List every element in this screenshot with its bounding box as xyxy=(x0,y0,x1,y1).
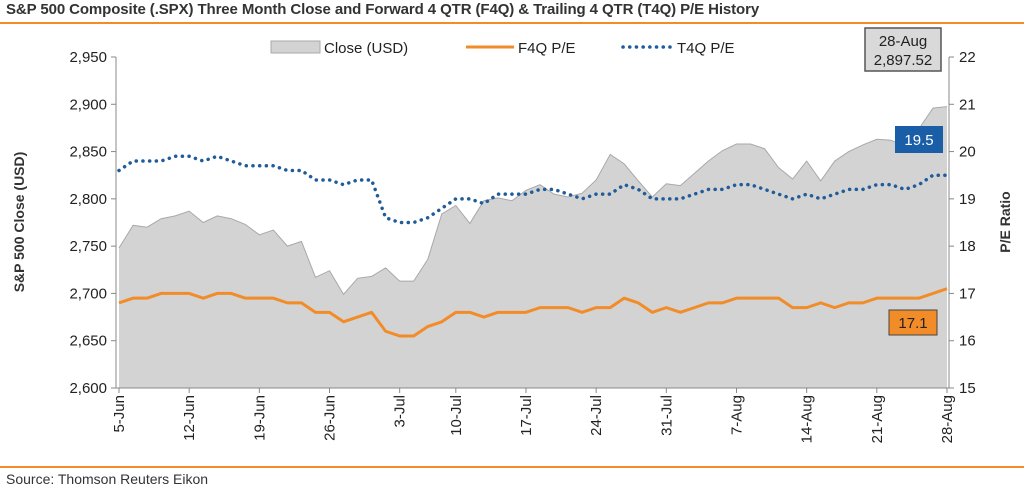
y-tick-label: 2,600 xyxy=(69,380,107,397)
legend-t4q-label: T4Q P/E xyxy=(677,40,735,57)
close-area xyxy=(119,106,947,388)
x-tick-label: 5-Jun xyxy=(111,395,128,433)
y-tick-label: 2,750 xyxy=(69,238,107,255)
f4q-callout-box xyxy=(888,309,938,336)
y2-axis-title: P/E Ratio xyxy=(997,191,1013,252)
x-tick-label: 12-Jun xyxy=(181,395,198,441)
axes-layer xyxy=(111,56,954,393)
y-tick-label: 2,800 xyxy=(69,191,107,208)
pe-lines-layer xyxy=(117,154,949,338)
y-tick-label: 2,850 xyxy=(69,144,107,161)
f4q-line xyxy=(118,287,948,338)
y2-tick-label: 15 xyxy=(959,380,976,397)
y2-tick-label: 20 xyxy=(959,144,976,161)
close-area-layer xyxy=(118,106,948,388)
last-close-date: 28-Aug xyxy=(879,33,927,50)
title-rule xyxy=(0,22,1024,24)
y2-tick-label: 19 xyxy=(959,191,976,208)
legend-f4q-label: F4Q P/E xyxy=(518,40,576,57)
ticks-layer: 2,600 2,650 2,700 2,750 2,800 2,850 2,900 2,950… xyxy=(69,49,975,443)
close-line xyxy=(118,106,948,296)
x-tick-label: 24-Jul xyxy=(588,395,605,436)
t4q-callout: 19.5 xyxy=(895,126,943,153)
y2-tick-label: 21 xyxy=(959,96,976,113)
x-tick-label: 19-Jun xyxy=(251,395,268,441)
legend-close-label: Close (USD) xyxy=(324,40,408,57)
x-tick-label: 21-Aug xyxy=(869,395,886,443)
y2-tick-label: 17 xyxy=(959,285,976,302)
t4q-callout-value: 19.5 xyxy=(904,132,933,149)
y-axis-title: S&P 500 Close (USD) xyxy=(11,152,27,293)
x-tick-label: 31-Jul xyxy=(658,395,675,436)
y2-tick-label: 18 xyxy=(959,238,976,255)
y2-tick-label: 22 xyxy=(959,49,976,66)
x-tick-label: 10-Jul xyxy=(448,395,465,436)
x-tick-label: 14-Aug xyxy=(799,395,816,443)
x-tick-label: 28-Aug xyxy=(939,395,956,443)
chart-title: S&P 500 Composite (.SPX) Three Month Clo… xyxy=(6,1,760,18)
x-tick-label: 7-Aug xyxy=(728,395,745,435)
x-tick-label: 26-Jun xyxy=(322,395,339,441)
t4q-line xyxy=(117,154,949,225)
f4q-callout: 17.1 xyxy=(888,309,938,336)
legend: Close (USD) F4Q P/E T4Q P/E xyxy=(270,40,735,57)
y-tick-label: 2,700 xyxy=(69,285,107,302)
last-close-box xyxy=(864,27,942,72)
y2-tick-label: 16 xyxy=(959,333,976,350)
f4q-callout-value: 17.1 xyxy=(898,315,927,332)
legend-close-swatch xyxy=(270,40,321,54)
y-tick-label: 2,900 xyxy=(69,96,107,113)
last-close-callout: 28-Aug 2,897.52 xyxy=(864,27,942,72)
y-tick-label: 2,650 xyxy=(69,333,107,350)
footer-rule xyxy=(0,466,1024,468)
x-tick-label: 17-Jul xyxy=(518,395,535,436)
y-tick-label: 2,950 xyxy=(69,49,107,66)
source-note: Source: Thomson Reuters Eikon xyxy=(6,471,209,487)
t4q-callout-box xyxy=(895,126,943,153)
last-close-value: 2,897.52 xyxy=(874,52,932,69)
chart-canvas: 2,600 2,650 2,700 2,750 2,800 2,850 2,900 2,950… xyxy=(11,27,1013,443)
x-tick-label: 3-Jul xyxy=(392,395,409,428)
